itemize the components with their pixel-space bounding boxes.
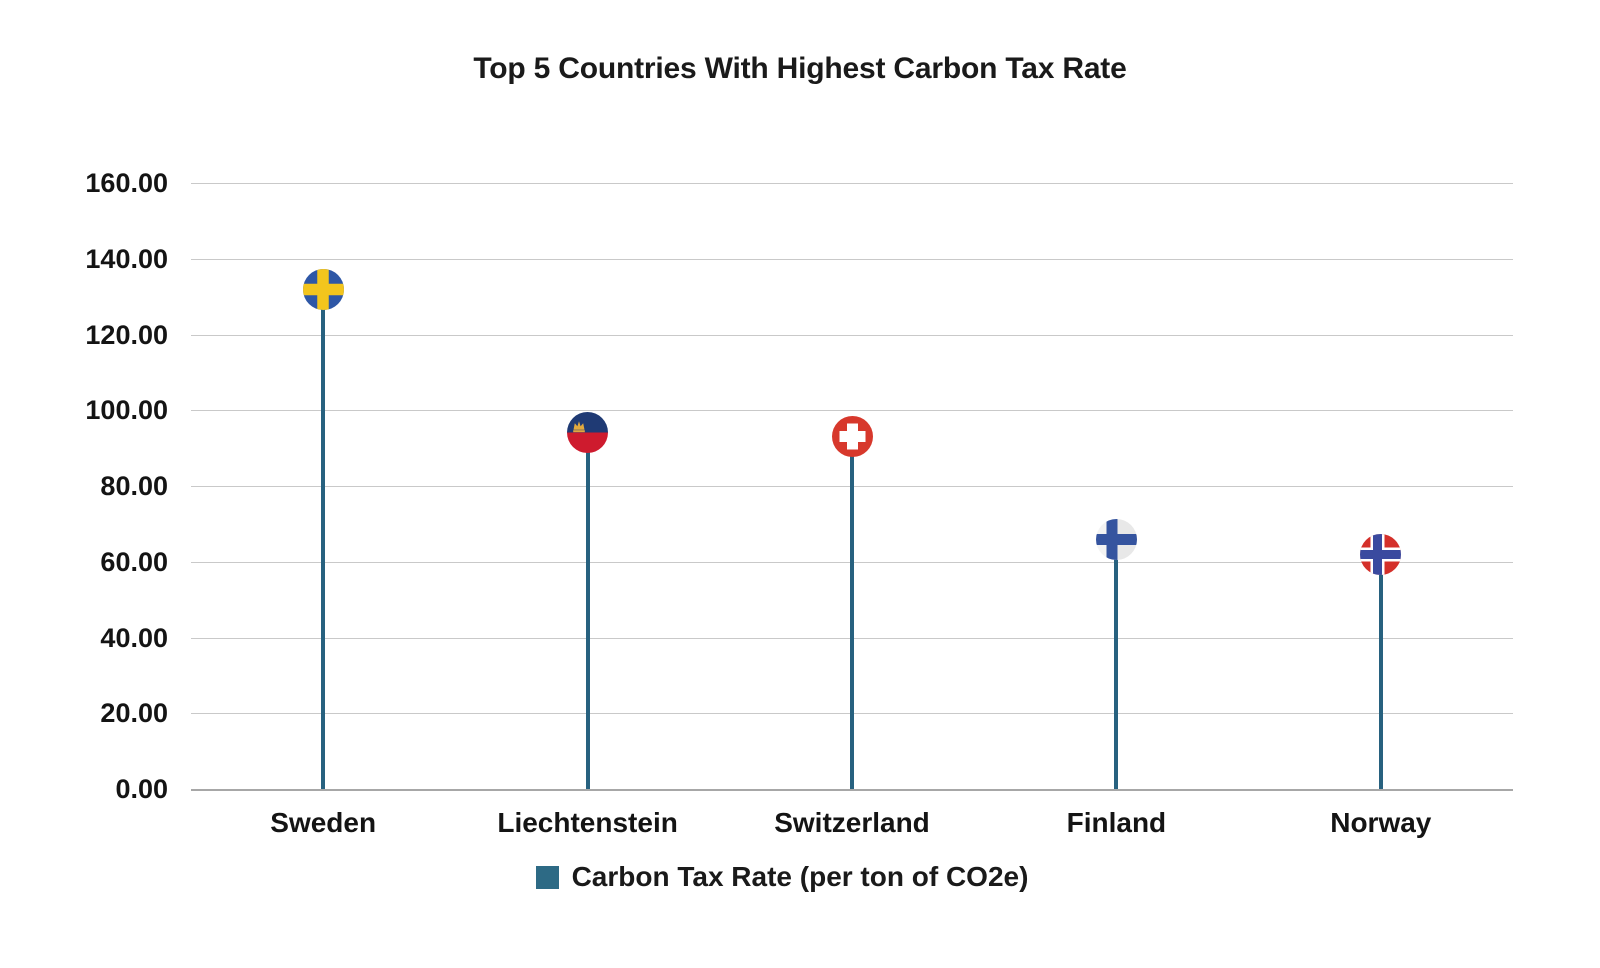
x-category-label-norway: Norway xyxy=(1330,807,1432,838)
y-tick-label: 120.00 xyxy=(85,319,168,350)
y-tick-label: 40.00 xyxy=(100,622,168,653)
x-category-label-finland: Finland xyxy=(1066,807,1167,838)
sweden-flag-icon xyxy=(302,268,344,310)
legend-swatch xyxy=(535,865,559,889)
y-tick-label: 100.00 xyxy=(85,395,168,426)
y-tick-label: 60.00 xyxy=(100,546,168,577)
y-tick-label: 20.00 xyxy=(100,698,168,729)
y-tick-label: 80.00 xyxy=(100,471,168,501)
legend: Carbon Tax Rate (per ton of CO2e) xyxy=(0,861,1582,893)
gridline xyxy=(191,410,1513,412)
x-category-label-liechtenstein: Liechtenstein xyxy=(497,807,678,838)
norway-flag-icon xyxy=(1360,533,1402,575)
gridline xyxy=(191,334,1513,336)
finland-flag-icon xyxy=(1095,518,1137,560)
y-tick-label: 0.00 xyxy=(115,774,168,804)
lollipop-stem-norway xyxy=(1378,554,1383,789)
chart-title: Top 5 Countries With Highest Carbon Tax … xyxy=(473,52,1127,85)
legend-label: Carbon Tax Rate (per ton of CO2e) xyxy=(571,861,1029,892)
plot-area xyxy=(191,183,1513,791)
x-category-label-sweden: Sweden xyxy=(270,807,377,838)
lollipop-stem-switzerland xyxy=(850,436,854,789)
lollipop-stem-liechtenstein xyxy=(585,432,590,789)
liechtenstein-flag-icon xyxy=(567,412,609,454)
y-tick-label: 140.00 xyxy=(85,243,168,274)
x-axis-line xyxy=(191,789,1513,791)
gridline xyxy=(191,183,1513,184)
x-category-label-switzerland: Switzerland xyxy=(774,807,930,838)
y-tick-label: 160.00 xyxy=(85,168,168,198)
switzerland-flag-icon xyxy=(831,416,873,458)
lollipop-stem-sweden xyxy=(321,289,326,789)
lollipop-stem-finland xyxy=(1114,539,1119,789)
gridline xyxy=(191,258,1513,260)
